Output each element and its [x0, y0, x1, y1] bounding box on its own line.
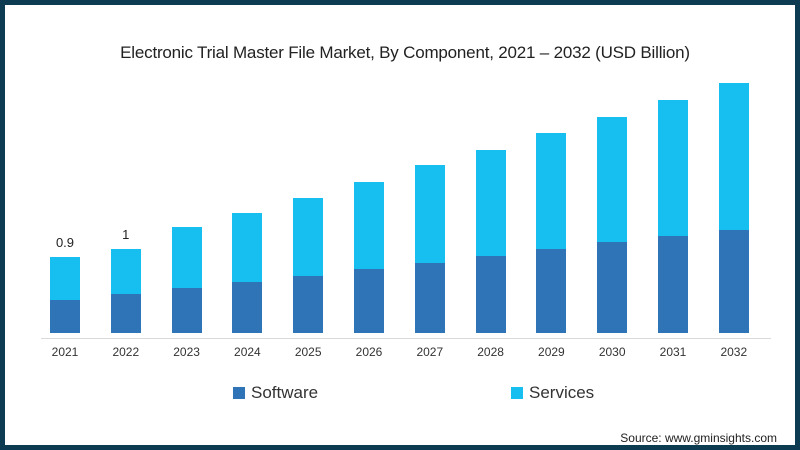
bar-2029	[536, 132, 567, 333]
bar-segment-services	[171, 227, 202, 289]
bar-segment-services	[414, 164, 445, 263]
x-tick-label: 2029	[538, 345, 565, 359]
bar-2027	[414, 164, 445, 333]
bar-segment-services	[597, 116, 628, 242]
bar-segment-software	[414, 262, 445, 333]
source-note: Source: www.gminsights.com	[620, 431, 777, 445]
bar-segment-services	[658, 99, 688, 236]
bar-segment-software	[110, 294, 141, 333]
bar-segment-services	[232, 213, 263, 283]
bar-2023	[171, 227, 202, 333]
x-tick-label: 2025	[294, 345, 322, 359]
legend-label-services: Services	[529, 383, 595, 402]
bar-segment-services	[475, 149, 506, 257]
x-tick-label: 2031	[659, 345, 687, 359]
bar-segment-software	[475, 256, 506, 333]
services-swatch-icon	[511, 387, 523, 399]
bar-2028	[475, 149, 506, 333]
chart-title: Electronic Trial Master File Market, By …	[120, 43, 690, 62]
bar-2021	[50, 257, 80, 333]
legend-item-software: Software	[233, 383, 318, 403]
bar-2032	[718, 83, 749, 333]
bar-2025	[293, 197, 324, 333]
x-tick-label: 2021	[51, 345, 79, 359]
bar-2022	[110, 248, 141, 333]
bar-segment-software	[354, 268, 384, 333]
bar-segment-software	[293, 276, 324, 333]
bar-segment-services	[293, 197, 324, 277]
bar-segment-software	[536, 248, 567, 333]
x-tick-label: 2027	[416, 345, 444, 359]
x-tick-label: 2028	[477, 345, 504, 359]
x-tick-label: 2032	[720, 345, 748, 359]
bar-segment-services	[50, 257, 80, 301]
bar-segment-services	[110, 248, 141, 295]
x-tick-label: 2030	[598, 345, 626, 359]
x-tick-label: 2022	[112, 345, 140, 359]
x-tick-label: 2026	[355, 345, 383, 359]
bar-segment-software	[718, 229, 749, 333]
bar-segment-software	[50, 300, 80, 333]
bar-2026	[354, 181, 384, 333]
software-swatch-icon	[233, 387, 245, 399]
bar-segment-software	[597, 241, 628, 333]
data-label: 1	[122, 226, 130, 242]
bar-2030	[597, 116, 628, 333]
legend-label-software: Software	[251, 383, 319, 402]
bar-segment-software	[171, 288, 202, 333]
bar-segment-services	[354, 181, 384, 269]
bar-segment-services	[536, 132, 567, 249]
bar-segment-software	[232, 282, 263, 333]
bar-segment-services	[718, 83, 749, 230]
legend-item-services: Services	[511, 383, 594, 403]
x-tick-label: 2024	[234, 345, 261, 359]
data-label: 0.9	[55, 235, 75, 250]
x-axis-line	[41, 338, 771, 339]
x-tick-label: 2023	[173, 345, 200, 359]
bar-segment-software	[658, 235, 688, 333]
bar-2024	[232, 213, 263, 333]
bar-2031	[658, 99, 688, 333]
